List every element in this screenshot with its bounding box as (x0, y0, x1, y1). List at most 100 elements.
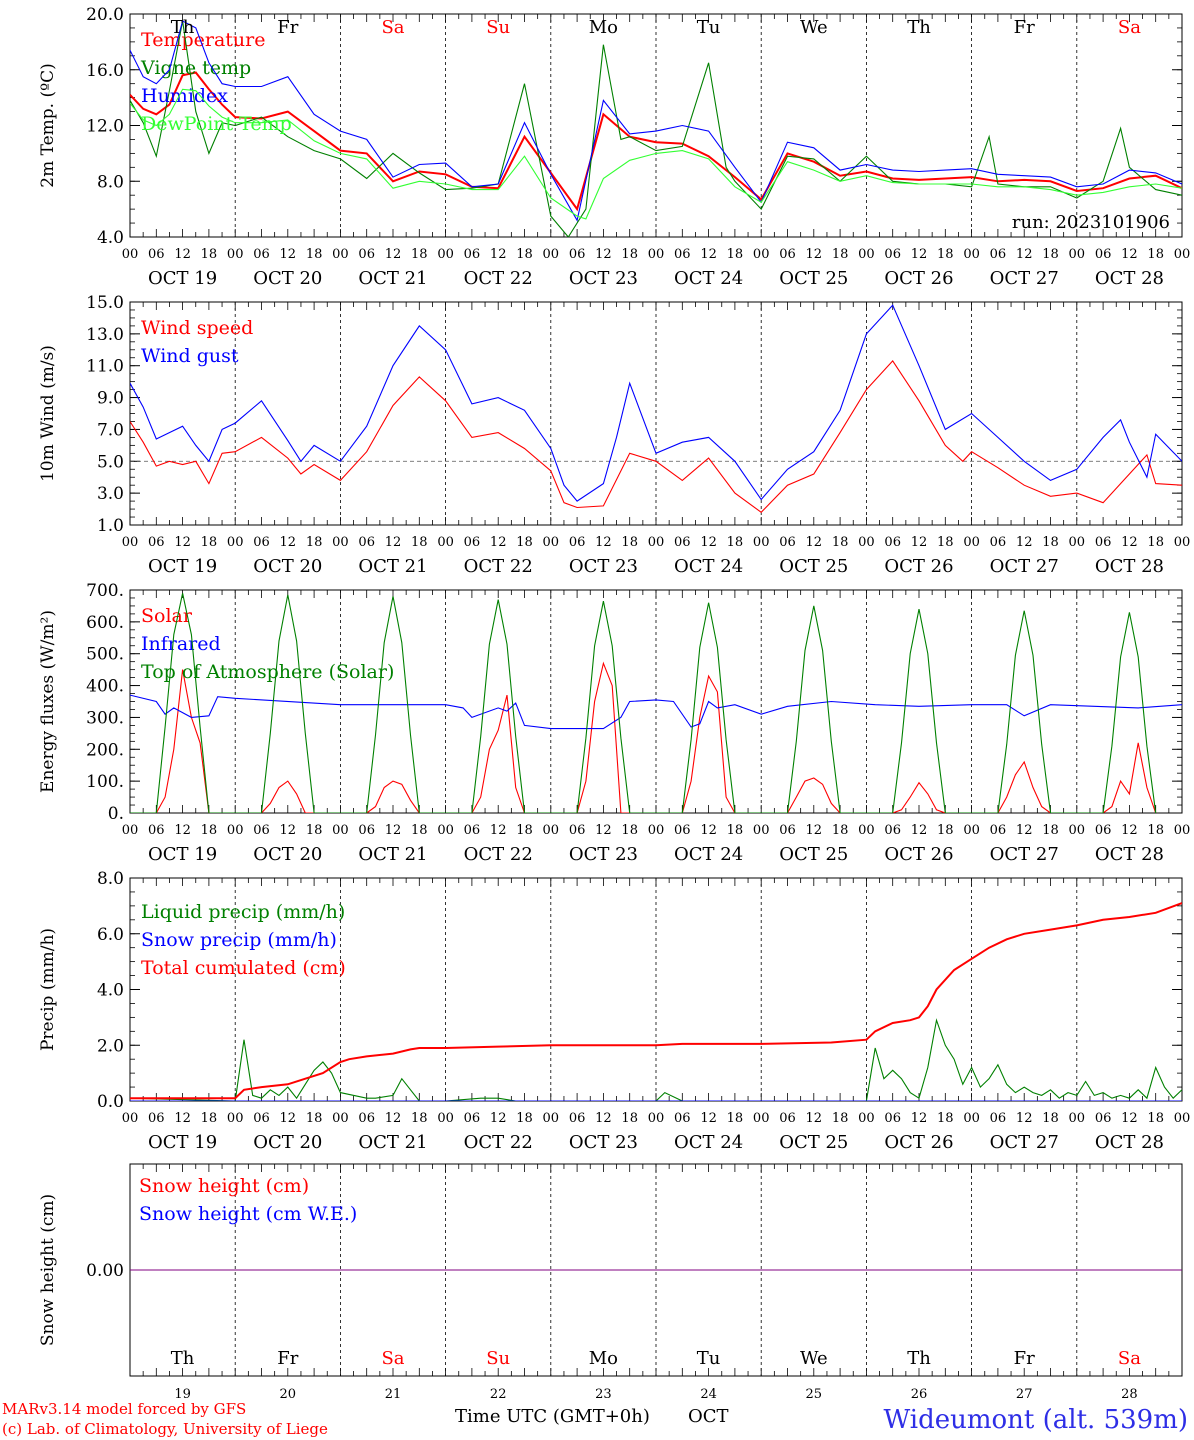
date-label: OCT 28 (1095, 1132, 1164, 1153)
hour-label: 18 (411, 1111, 428, 1126)
day-name: Th (907, 1348, 931, 1369)
hour-label: 18 (727, 247, 744, 262)
hour-label: 06 (779, 1111, 796, 1126)
y-axis-title: 2m Temp. (ºC) (38, 63, 58, 188)
hour-label: 06 (674, 535, 691, 550)
hour-label: 06 (253, 247, 270, 262)
credit-line-2: (c) Lab. of Climatology, University of L… (2, 1420, 328, 1438)
hour-label: 12 (806, 247, 823, 262)
date-label: OCT 25 (779, 268, 848, 289)
hour-label: 12 (700, 535, 717, 550)
hour-label: 00 (543, 535, 560, 550)
date-label: OCT 27 (990, 268, 1059, 289)
day-name: Sa (381, 17, 404, 38)
hour-label: 00 (332, 823, 349, 838)
hour-label: 12 (1121, 247, 1138, 262)
hour-label: 00 (122, 247, 139, 262)
y-tick-label: 300. (86, 708, 124, 728)
y-axis-title: 10m Wind (m/s) (38, 345, 58, 482)
y-tick-label: 8.0 (97, 172, 124, 192)
date-label: OCT 24 (674, 1132, 743, 1153)
hour-label: 06 (464, 535, 481, 550)
date-label: OCT 24 (674, 268, 743, 289)
hour-label: 18 (832, 247, 849, 262)
hour-label: 06 (253, 535, 270, 550)
hour-label: 00 (648, 247, 665, 262)
station-name: Wideumont (alt. 539m) (884, 1405, 1188, 1435)
panel-4: 0.0 2.0 4.0 6.0 8.0 Precip (mm/h) Liquid preci… (38, 869, 1190, 1153)
hour-label: 12 (911, 1111, 928, 1126)
hour-label: 00 (753, 823, 770, 838)
series-line-4 (130, 88, 1182, 220)
date-label: OCT 21 (358, 556, 427, 577)
hour-label: 12 (1121, 1111, 1138, 1126)
legend-entry: Infrared (141, 633, 221, 655)
panel-3: 0. 100. 200. 300. 400. 500. 600. 700. Energy flu… (38, 581, 1190, 865)
hour-label: 18 (1147, 1111, 1164, 1126)
legend-entry: Temperature (141, 29, 265, 51)
date-label: OCT 22 (464, 268, 533, 289)
panel-2: 1.0 3.0 5.0 7.0 9.0 11.0 13.0 15.0 10m Wind (m/s… (38, 293, 1190, 577)
hour-label: 18 (937, 823, 954, 838)
hour-label: 06 (1095, 535, 1112, 550)
y-tick-label: 600. (86, 613, 124, 633)
hour-label: 18 (516, 823, 533, 838)
hour-label: 12 (1121, 823, 1138, 838)
hour-label: 00 (437, 1111, 454, 1126)
hour-label: 00 (858, 1111, 875, 1126)
y-axis-title: Energy fluxes (W/m²) (38, 610, 58, 793)
hour-label: 12 (385, 247, 402, 262)
date-label: OCT 21 (358, 268, 427, 289)
hour-label: 12 (595, 535, 612, 550)
day-number: 28 (1121, 1387, 1138, 1402)
hour-label: 18 (1042, 823, 1059, 838)
legend-entry: Snow height (cm W.E.) (139, 1203, 357, 1225)
hour-label: 00 (858, 823, 875, 838)
hour-label: 06 (464, 823, 481, 838)
date-label: OCT 19 (148, 1132, 217, 1153)
credit-line-1: MARv3.14 model forced by GFS (2, 1400, 246, 1418)
hour-label: 06 (884, 1111, 901, 1126)
day-name: Mo (589, 1348, 618, 1369)
hour-label: 12 (1016, 823, 1033, 838)
y-tick-label: 16.0 (86, 61, 124, 81)
hour-label: 06 (884, 247, 901, 262)
hour-label: 18 (727, 823, 744, 838)
hour-label: 06 (1095, 823, 1112, 838)
y-tick-label: 0.00 (86, 1261, 124, 1281)
hour-label: 00 (753, 1111, 770, 1126)
hour-label: 06 (148, 823, 165, 838)
day-name: Mo (589, 17, 618, 38)
run-annotation: run: 2023101906 (1012, 212, 1170, 233)
date-label: OCT 20 (253, 844, 322, 865)
date-label: OCT 25 (779, 556, 848, 577)
legend-entry: Total cumulated (cm) (141, 957, 346, 979)
day-name: Sa (1118, 17, 1141, 38)
date-label: OCT 23 (569, 556, 638, 577)
hour-label: 00 (437, 823, 454, 838)
day-number: 22 (490, 1387, 507, 1402)
xaxis-label: Time UTC (GMT+0h) (455, 1406, 650, 1427)
hour-label: 00 (1174, 1111, 1191, 1126)
day-name: Sa (381, 1348, 404, 1369)
day-number: 19 (174, 1387, 191, 1402)
y-tick-label: 6.0 (97, 925, 124, 945)
day-name: We (800, 17, 828, 38)
y-tick-label: 2.0 (97, 1036, 124, 1056)
hour-label: 06 (990, 247, 1007, 262)
hour-label: 06 (674, 823, 691, 838)
hour-label: 06 (674, 247, 691, 262)
hour-label: 06 (1095, 247, 1112, 262)
y-tick-label: 20.0 (86, 5, 124, 25)
hour-label: 06 (990, 823, 1007, 838)
date-label: OCT 27 (990, 844, 1059, 865)
date-label: OCT 21 (358, 1132, 427, 1153)
hour-label: 18 (727, 535, 744, 550)
hour-label: 18 (1042, 247, 1059, 262)
date-label: OCT 26 (884, 844, 953, 865)
hour-label: 06 (1095, 1111, 1112, 1126)
hour-label: 18 (937, 247, 954, 262)
hour-label: 06 (464, 1111, 481, 1126)
hour-label: 06 (253, 823, 270, 838)
hour-label: 12 (280, 1111, 297, 1126)
